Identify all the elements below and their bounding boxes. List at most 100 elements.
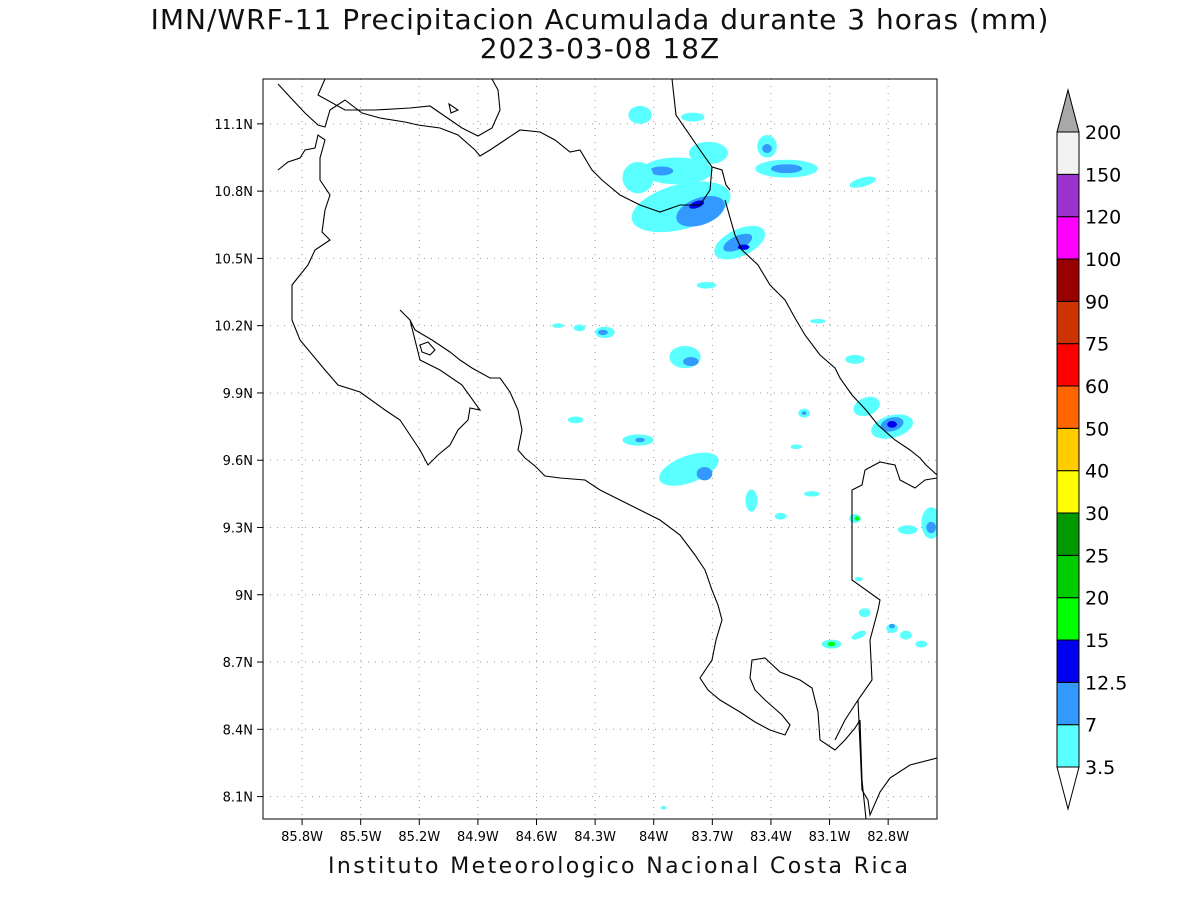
lon-tick-label: 84.6W: [516, 830, 558, 845]
rain-cell: [889, 623, 895, 629]
map-frame: [262, 78, 938, 820]
colorbar-label: 25: [1085, 545, 1109, 567]
colorbar-label: 150: [1085, 164, 1121, 186]
map-title: IMN/WRF-11 Precipitacion Acumulada duran…: [150, 3, 1050, 36]
rain-cell: [810, 318, 826, 324]
lon-tick-label: 84W: [639, 830, 669, 845]
panama-border: [834, 490, 881, 741]
lon-tick-label: 83.4W: [750, 830, 792, 845]
lat-tick-label: 8.1N: [223, 791, 253, 806]
colorbar-label: 75: [1085, 334, 1109, 356]
rain-cell: [659, 452, 719, 486]
san-juan-river: [671, 79, 713, 168]
rain-cell: [827, 641, 836, 647]
lon-tick-label: 84.9W: [457, 830, 499, 845]
colorbar-swatch: [1056, 258, 1080, 302]
colorbar-label: 15: [1085, 630, 1109, 652]
rain-cell: [723, 233, 753, 252]
lat-tick-label: 11.1N: [214, 118, 253, 133]
grid-lines: [263, 79, 937, 819]
lon-tick-label: 85.2W: [398, 830, 440, 845]
lat-tick-label: 10.5N: [214, 252, 253, 267]
rain-cell: [573, 324, 586, 332]
rain-cell: [887, 420, 897, 428]
rain-cell: [845, 354, 865, 364]
rain-cell: [635, 437, 645, 443]
colorbar-swatch: [1056, 470, 1080, 514]
rain-cell: [688, 141, 728, 165]
rain-cell: [853, 396, 880, 417]
rain-cell: [858, 608, 871, 618]
lake-nicaragua-shore: [317, 79, 501, 137]
colorbar-label: 3.5: [1085, 757, 1115, 779]
nicoya-island: [419, 341, 436, 356]
lat-tick-label: 9.9N: [223, 387, 253, 402]
colorbar-swatch: [1056, 639, 1080, 683]
axis-ticks: 85.8W 85.5W 85.2W 84.9W 84.6W 84.3W 84W 83.7W 83…: [214, 118, 909, 845]
colorbar-label: 40: [1085, 461, 1109, 483]
rain-cell: [854, 576, 863, 582]
lon-tick-label: 82.8W: [867, 830, 909, 845]
rain-cell: [804, 491, 820, 497]
colorbar-bottom-arrow: [1056, 766, 1080, 811]
colorbar-swatch: [1056, 681, 1080, 726]
rain-cell: [851, 630, 867, 640]
colorbar-swatch: [1056, 173, 1080, 218]
colorbar-swatch: [1056, 724, 1080, 768]
map-subtitle: 2023-03-08 18Z: [479, 32, 721, 65]
lake-island: [448, 102, 460, 114]
rain-cell: [774, 512, 787, 520]
caribbean-coast: [724, 199, 937, 476]
lat-tick-label: 9N: [235, 589, 253, 604]
rain-cell: [598, 329, 608, 336]
rain-cell: [915, 640, 928, 648]
colorbar-swatch: [1056, 512, 1080, 556]
lat-tick-label: 10.2N: [214, 320, 253, 335]
colorbar-swatch: [1056, 554, 1080, 599]
lat-tick-label: 8.4N: [223, 723, 253, 738]
lat-tick-label: 8.7N: [223, 656, 253, 671]
colorbar-swatch: [1056, 597, 1080, 641]
coastlines-borders: [277, 79, 937, 819]
rain-cell: [790, 444, 803, 449]
colorbar-label: 50: [1085, 418, 1109, 440]
panama-border-top: [864, 461, 937, 489]
rain-cell: [696, 281, 717, 289]
rain-cell: [552, 323, 564, 328]
rain-cell: [849, 176, 877, 188]
colorbar-swatch: [1056, 300, 1080, 345]
lat-tick-label: 9.6N: [223, 454, 253, 469]
rain-cell: [854, 516, 860, 521]
rain-cell: [567, 416, 584, 424]
rain-cells: [552, 105, 937, 810]
rain-cell: [683, 357, 699, 367]
rain-cell: [745, 489, 758, 512]
rain-cell: [649, 166, 674, 176]
rain-cell: [681, 112, 705, 122]
pacific-coast: [277, 134, 861, 751]
lon-tick-label: 85.8W: [281, 830, 323, 845]
colorbar-swatch: [1056, 343, 1080, 387]
north-border-nicaragua: [277, 83, 731, 213]
colorbar-label: 20: [1085, 588, 1109, 610]
footer-credit: Instituto Meteorologico Nacional Costa R…: [328, 854, 911, 879]
colorbar-top-arrow: [1056, 88, 1080, 133]
colorbar-label: 7: [1085, 715, 1097, 737]
colorbar-label: 90: [1085, 291, 1109, 313]
colorbar-label: 100: [1085, 249, 1121, 271]
rain-cell: [642, 157, 713, 185]
lat-tick-label: 9.3N: [223, 521, 253, 536]
panama-inner-bay: [859, 719, 867, 819]
colorbar-label: 30: [1085, 503, 1109, 525]
colorbar: 3.5 7 12.5 15 20 25 30 40 50 60 75 90 100 120 150 200: [1056, 88, 1127, 811]
rain-cell: [897, 525, 918, 535]
rain-cell: [899, 630, 912, 640]
colorbar-swatch: [1056, 427, 1080, 472]
lon-tick-label: 83.1W: [809, 830, 851, 845]
colorbar-swatch: [1056, 385, 1080, 429]
rain-cell: [660, 805, 667, 810]
colorbar-swatch: [1056, 216, 1080, 260]
rain-cell: [801, 411, 807, 415]
rain-cell: [628, 105, 652, 124]
